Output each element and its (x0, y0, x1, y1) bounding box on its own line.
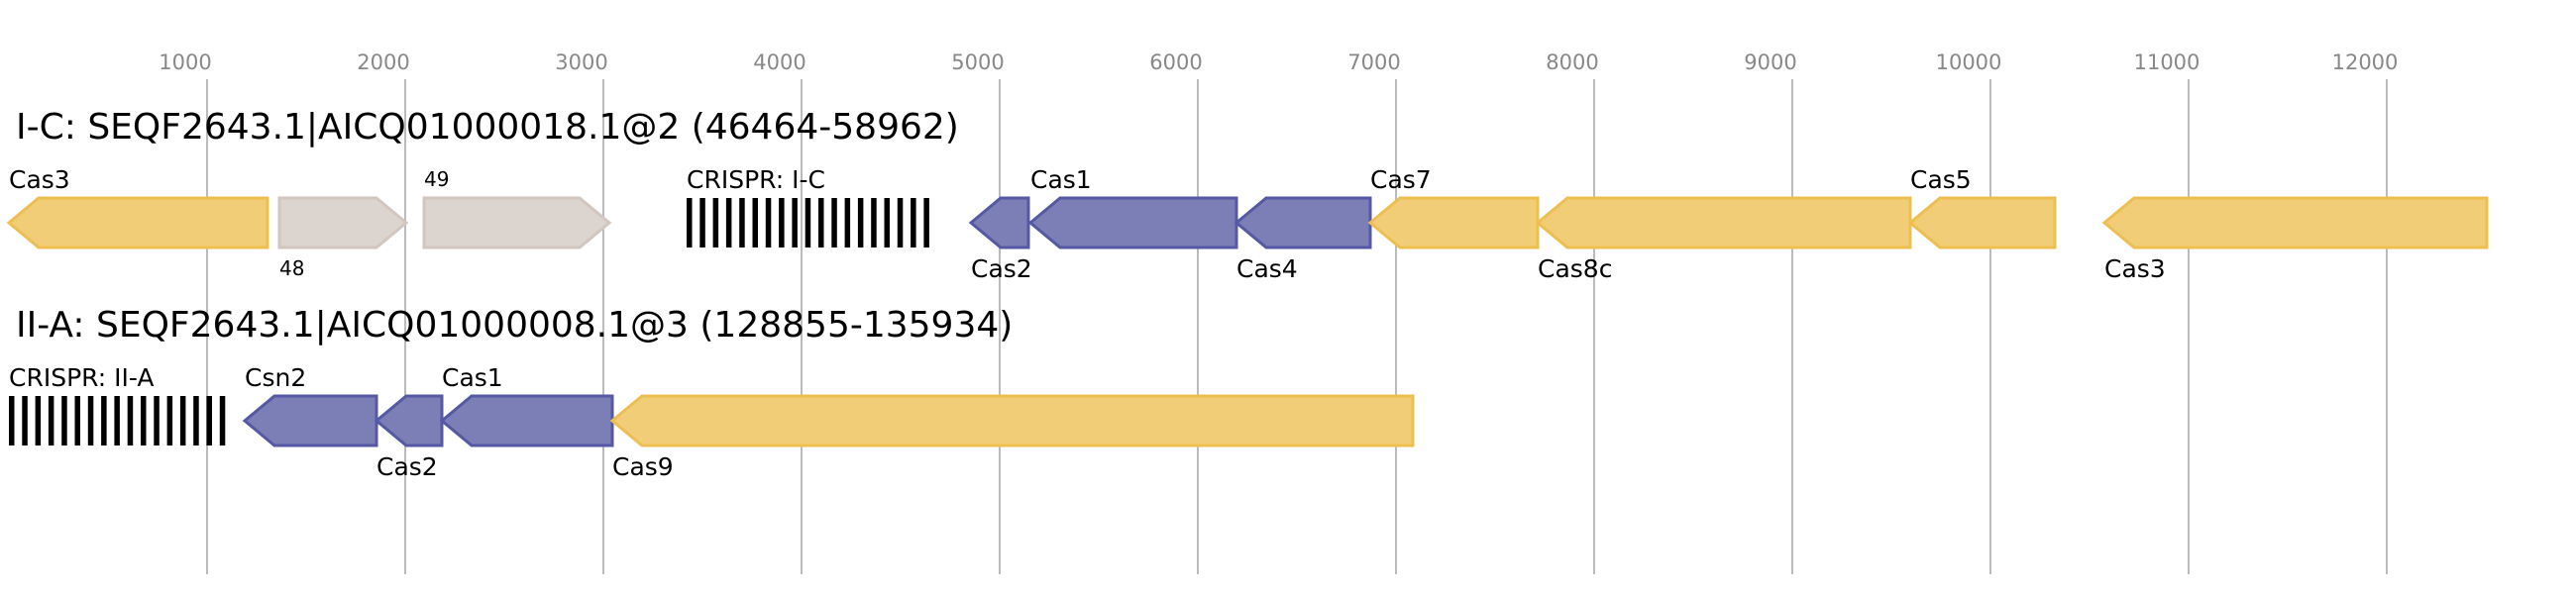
crispr-repeat (9, 396, 15, 446)
crispr-repeat (884, 198, 890, 248)
locus-title-1: I-C: SEQF2643.1|AICQ01000018.1@2 (46464-… (16, 107, 959, 148)
crispr-repeat (765, 198, 772, 248)
tick-label: 9000 (1744, 50, 1796, 74)
crispr-repeat (166, 396, 173, 446)
gene-arrow-cas3[interactable] (6, 196, 269, 249)
gene-arrow-cas4[interactable] (1234, 196, 1372, 249)
crispr-repeat (818, 198, 824, 248)
gene-label: Cas1 (1030, 165, 1092, 194)
gene-arrow-49[interactable] (422, 196, 612, 249)
gene-arrow-cas1[interactable] (439, 394, 614, 447)
crispr-array (9, 396, 226, 446)
crispr-repeat (87, 396, 94, 446)
crispr-repeat (871, 198, 877, 248)
gene-arrow-cas2[interactable] (374, 394, 444, 447)
tick-label: 10000 (1936, 50, 2002, 74)
gene-arrow-cas5[interactable] (1907, 196, 2057, 249)
crispr-repeat (897, 198, 904, 248)
gene-label: CRISPR: I-C (687, 165, 825, 194)
gene-label: CRISPR: II-A (9, 363, 154, 392)
crispr-repeat (154, 396, 160, 446)
crispr-repeat (179, 396, 186, 446)
gene-arrow-csn2[interactable] (242, 394, 378, 447)
crispr-array (687, 198, 929, 248)
tick-label: 11000 (2134, 50, 2200, 74)
crispr-repeat (22, 396, 28, 446)
gene-arrow-cas9[interactable] (609, 394, 1415, 447)
gene-label: Cas3 (2104, 254, 2166, 283)
crispr-repeat (752, 198, 758, 248)
gene-arrow-cas8c[interactable] (1535, 196, 1912, 249)
crispr-repeat (193, 396, 199, 446)
crispr-repeat (48, 396, 54, 446)
tick-label: 6000 (1149, 50, 1202, 74)
crispr-repeat (127, 396, 134, 446)
gene-label: Cas8c (1538, 254, 1612, 283)
gene-label: Cas7 (1370, 165, 1432, 194)
crispr-repeat (61, 396, 67, 446)
crispr-repeat (687, 198, 693, 248)
crispr-repeat (206, 396, 212, 446)
crispr-repeat (739, 198, 745, 248)
locus-title-2: II-A: SEQF2643.1|AICQ01000008.1@3 (12885… (16, 305, 1013, 346)
gene-arrow-48[interactable] (277, 196, 409, 249)
tick-label: 2000 (357, 50, 409, 74)
crispr-repeat (712, 198, 719, 248)
crispr-repeat (101, 396, 107, 446)
crispr-repeat (831, 198, 837, 248)
gene-label: 49 (424, 167, 449, 191)
axis-grid: 1000 2000 3000 4000 5000 6000 7000 8000 9000 1000… (159, 50, 2398, 574)
gene-arrow-cas3[interactable] (2101, 196, 2489, 249)
crispr-repeat (805, 198, 811, 248)
gene-arrow-cas1[interactable] (1027, 196, 1238, 249)
gene-label: Cas4 (1236, 254, 1298, 283)
crispr-repeat (141, 396, 147, 446)
gene-arrow-cas7[interactable] (1367, 196, 1540, 249)
crispr-repeat (35, 396, 42, 446)
gene-label: 48 (279, 256, 304, 280)
locus-track-1: Cas3 48 49 CRISPR: I-C Cas2 Cas1 Cas4 Cas7 Cas8c… (6, 165, 2489, 283)
tick-label: 3000 (555, 50, 607, 74)
crispr-repeat (844, 198, 851, 248)
locus-track-2: CRISPR: II-A Csn2 Cas2 Cas1 Cas9 (9, 363, 1415, 481)
crispr-repeat (74, 396, 80, 446)
crispr-repeat (779, 198, 785, 248)
gene-label: Cas5 (1910, 165, 1972, 194)
tick-label: 4000 (753, 50, 805, 74)
gene-label: Csn2 (245, 363, 306, 392)
crispr-repeat (114, 396, 120, 446)
gene-label: Cas9 (612, 452, 674, 481)
gene-label: Cas2 (971, 254, 1032, 283)
crispr-repeat (699, 198, 705, 248)
gene-label: Cas1 (442, 363, 503, 392)
crispr-repeat (857, 198, 864, 248)
tick-label: 8000 (1546, 50, 1598, 74)
gene-arrow-cas2[interactable] (968, 196, 1030, 249)
tick-label: 1000 (159, 50, 211, 74)
tick-label: 12000 (2332, 50, 2399, 74)
crispr-repeat (911, 198, 916, 248)
crispr-repeat (219, 396, 226, 446)
crispr-repeat (923, 198, 929, 248)
crispr-repeat (725, 198, 732, 248)
tick-label: 7000 (1347, 50, 1400, 74)
tick-label: 5000 (951, 50, 1004, 74)
crispr-repeat (792, 198, 798, 248)
gene-label: Cas3 (9, 165, 70, 194)
gene-label: Cas2 (376, 452, 438, 481)
